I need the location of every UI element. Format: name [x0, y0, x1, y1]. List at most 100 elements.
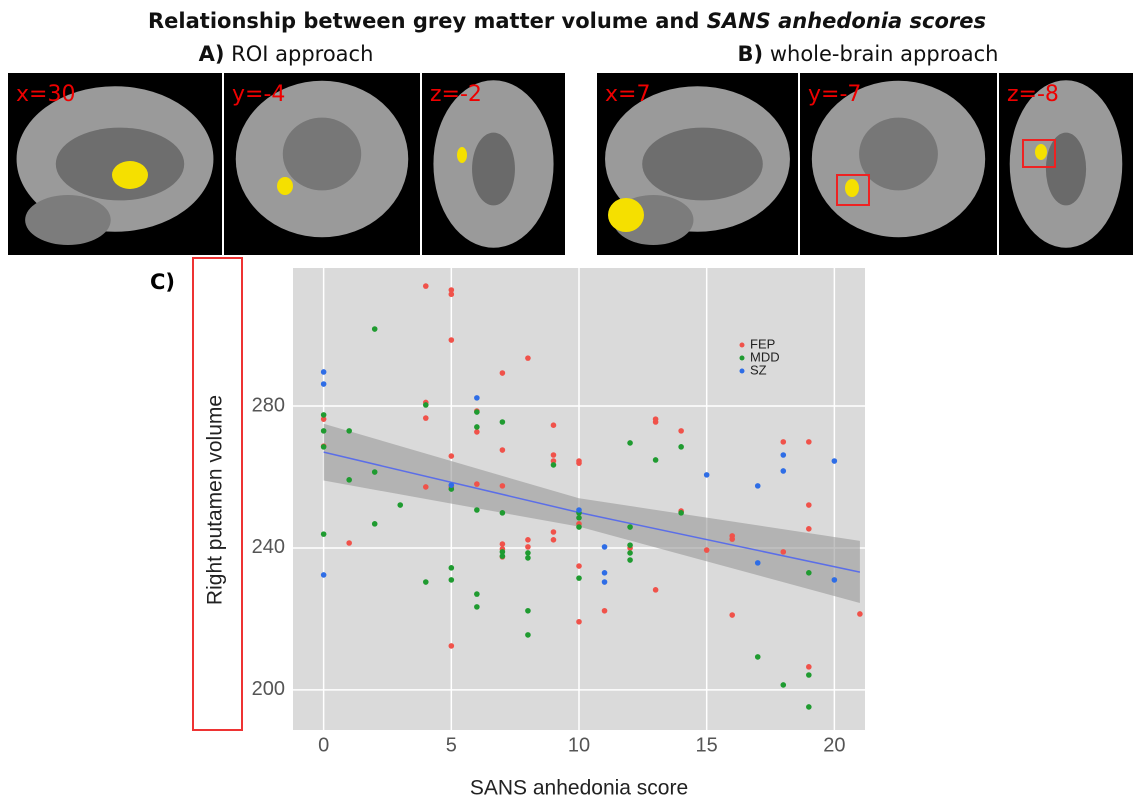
- data-point: [423, 283, 429, 289]
- data-point: [449, 291, 455, 297]
- data-point: [474, 507, 480, 513]
- data-point: [500, 483, 506, 489]
- data-point: [576, 507, 582, 513]
- panel-b-title: B) whole-brain approach: [738, 42, 999, 66]
- legend-marker: [740, 356, 745, 361]
- data-point: [576, 524, 582, 530]
- data-point: [627, 550, 633, 556]
- data-point: [780, 452, 786, 458]
- data-point: [525, 555, 531, 561]
- slice-label: x=7: [605, 82, 650, 107]
- data-point: [449, 453, 455, 459]
- data-point: [474, 481, 480, 487]
- data-point: [423, 484, 429, 490]
- data-point: [678, 510, 684, 516]
- data-point: [500, 541, 506, 547]
- data-point: [653, 587, 659, 593]
- data-point: [806, 502, 812, 508]
- data-point: [525, 544, 531, 550]
- data-point: [525, 355, 531, 361]
- data-point: [321, 369, 327, 375]
- slice-label: z=-2: [430, 82, 482, 107]
- data-point: [423, 415, 429, 421]
- y-tick-label: 200: [252, 678, 285, 700]
- legend-marker: [740, 343, 745, 348]
- data-point: [678, 428, 684, 434]
- brain-inner: [472, 133, 515, 206]
- roi-blob: [845, 179, 859, 197]
- data-point: [602, 579, 608, 585]
- panel-letter: B): [738, 42, 764, 66]
- roi-blob: [112, 161, 148, 189]
- brain-inner: [642, 128, 763, 201]
- data-point: [449, 482, 455, 488]
- data-point: [755, 560, 761, 566]
- data-point: [321, 381, 327, 387]
- data-point: [321, 412, 327, 418]
- data-point: [474, 591, 480, 597]
- data-point: [346, 428, 352, 434]
- data-point: [602, 608, 608, 614]
- title-part: SANS anhedonia scores: [707, 9, 986, 33]
- data-point: [832, 577, 838, 583]
- data-point: [449, 337, 455, 343]
- data-point: [627, 542, 633, 548]
- data-point: [806, 526, 812, 532]
- y-axis-label: Right putamen volume: [204, 395, 227, 605]
- data-point: [576, 575, 582, 581]
- panel-text: ROI approach: [231, 42, 373, 66]
- roi-blob: [457, 147, 467, 163]
- data-point: [500, 510, 506, 516]
- scatter-plot: C)20024028005101520SANS anhedonia scoreR…: [150, 268, 865, 800]
- data-point: [576, 515, 582, 521]
- data-point: [525, 632, 531, 638]
- data-point: [832, 458, 838, 464]
- data-point: [474, 424, 480, 430]
- y-tick-label: 280: [252, 394, 285, 416]
- data-point: [780, 549, 786, 555]
- panel-label: C): [150, 270, 175, 294]
- data-point: [474, 429, 480, 435]
- roi-blob: [608, 198, 644, 232]
- data-point: [806, 672, 812, 678]
- data-point: [627, 440, 633, 446]
- data-point: [576, 563, 582, 569]
- cerebellum: [25, 195, 111, 245]
- data-point: [602, 570, 608, 576]
- data-point: [551, 452, 557, 458]
- slice-label: y=-7: [808, 82, 861, 107]
- data-point: [806, 439, 812, 445]
- panel-text: whole-brain approach: [770, 42, 999, 66]
- data-point: [755, 483, 761, 489]
- panel-letter: A): [199, 42, 225, 66]
- data-point: [576, 460, 582, 466]
- data-point: [449, 565, 455, 571]
- data-point: [551, 529, 557, 535]
- data-point: [806, 570, 812, 576]
- panel-a-title: A) ROI approach: [199, 42, 374, 66]
- data-point: [321, 531, 327, 537]
- data-point: [780, 468, 786, 474]
- data-point: [857, 611, 863, 617]
- title-part: Relationship between grey matter volume …: [148, 9, 699, 33]
- data-point: [525, 608, 531, 614]
- legend-label: SZ: [750, 362, 767, 377]
- slice-label: y=-4: [232, 82, 285, 107]
- data-point: [551, 537, 557, 543]
- brain-images: x=30y=-4z=-2x=7y=-7z=-8: [8, 73, 1133, 255]
- data-point: [755, 654, 761, 660]
- figure: Relationship between grey matter volume …: [0, 0, 1135, 801]
- data-point: [780, 682, 786, 688]
- data-point: [729, 612, 735, 618]
- x-tick-label: 15: [696, 734, 718, 756]
- data-point: [397, 502, 403, 508]
- data-point: [780, 439, 786, 445]
- data-point: [423, 579, 429, 585]
- data-point: [474, 409, 480, 415]
- data-point: [576, 619, 582, 625]
- brain-inner: [283, 118, 361, 191]
- data-point: [423, 402, 429, 408]
- data-point: [525, 550, 531, 556]
- data-point: [806, 704, 812, 710]
- x-tick-label: 20: [823, 734, 845, 756]
